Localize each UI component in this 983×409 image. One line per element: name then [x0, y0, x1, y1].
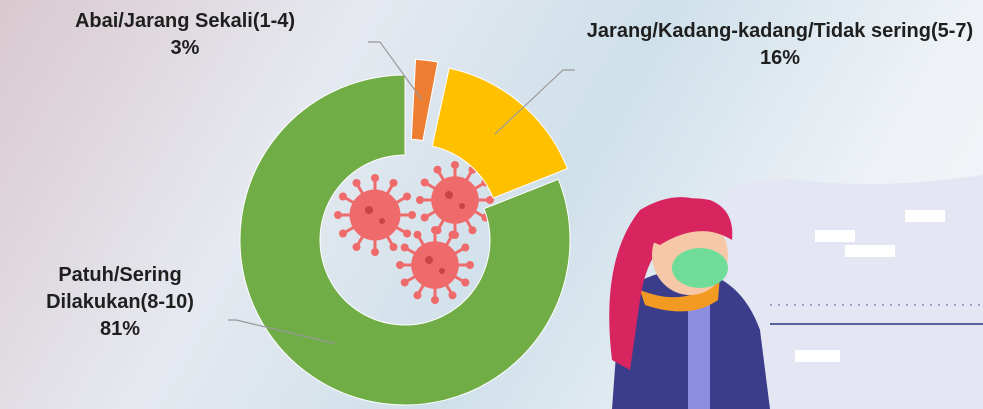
virus-spike-tip [396, 261, 404, 269]
virus-spike-tip [433, 165, 442, 174]
virus-spike-tip [466, 261, 474, 269]
virus-spike-tip [416, 196, 424, 204]
virus-body [349, 189, 401, 241]
virus-spike-tip [400, 278, 409, 287]
virus-spot [459, 203, 465, 209]
data-label: Abai/Jarang Sekali(1-4) 3% [20, 8, 350, 62]
virus-spike-tip [413, 230, 422, 239]
category-label: Abai/Jarang Sekali(1-4) [74, 10, 296, 32]
data-label: Jarang/Kadang-kadang/Tidak sering(5-7) 16… [585, 18, 975, 72]
virus-spike-tip [420, 178, 429, 187]
value-label: 3% [170, 37, 200, 59]
value-label: 81% [99, 318, 141, 340]
category-label: Patuh/Sering Dilakukan(8-10) [46, 264, 194, 313]
virus-spike-tip [352, 243, 361, 252]
data-label: Patuh/Sering Dilakukan(8-10) 81% [0, 262, 240, 343]
virus-spike-tip [420, 213, 429, 222]
virus-spike-tip [461, 243, 470, 252]
value-label: 16% [759, 47, 801, 69]
virus-spot [365, 206, 373, 214]
virus-body [431, 176, 479, 224]
virus-spike-tip [451, 161, 459, 169]
virus-body [411, 241, 459, 289]
virus-spike-tip [371, 248, 379, 256]
background-illustration [609, 175, 983, 409]
virus-illustration [334, 161, 494, 304]
virus-spike-tip [448, 230, 457, 239]
leader-line [494, 69, 575, 135]
virus-spike-tip [431, 296, 439, 304]
virus-spot [425, 256, 433, 264]
virus-spike-tip [486, 196, 494, 204]
leader-line [368, 41, 423, 101]
virus-spike-tip [338, 229, 347, 238]
virus-spike-tip [400, 243, 409, 252]
virus-spot [445, 191, 453, 199]
virus-spike-tip [403, 229, 412, 238]
virus-spike-tip [338, 192, 347, 201]
virus-spike-tip [431, 226, 439, 234]
virus-spike-tip [352, 178, 361, 187]
virus-spike-tip [389, 243, 398, 252]
leader-line [228, 319, 335, 344]
virus-spike-tip [413, 291, 422, 300]
virus-spike-tip [403, 192, 412, 201]
virus-spot [379, 218, 385, 224]
donut-segment [239, 74, 571, 406]
virus-spot [439, 268, 445, 274]
virus-spike-tip [448, 291, 457, 300]
virus-spike-tip [468, 226, 477, 235]
donut-segment [410, 58, 439, 142]
virus-spike-tip [461, 278, 470, 287]
donut-segment [431, 67, 569, 199]
virus-spike-tip [334, 211, 342, 219]
virus-spike-tip [408, 211, 416, 219]
category-label: Jarang/Kadang-kadang/Tidak sering(5-7) [586, 20, 974, 42]
virus-spike-tip [389, 178, 398, 187]
virus-spike-tip [371, 174, 379, 182]
